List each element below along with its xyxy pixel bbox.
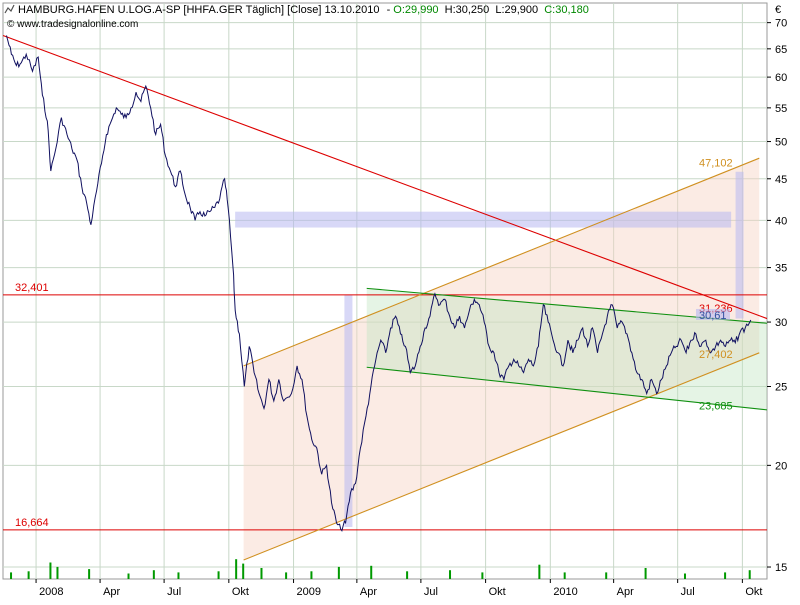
volume-bar (449, 570, 452, 579)
volume-bar (310, 571, 313, 579)
x-tick-label: Apr (103, 586, 120, 598)
volume-bar (605, 572, 608, 579)
price-series (6, 35, 752, 532)
annotation-labels: 32,40116,66447,10231,23630,6127,40223,68… (15, 158, 733, 529)
y-tick-label: 45 (775, 174, 787, 186)
projection-bar (344, 294, 353, 527)
annotation-label: 47,102 (699, 158, 733, 170)
ohlc-low: L:29,900 (495, 4, 538, 16)
volume-bar (152, 570, 155, 579)
volume-bar (337, 566, 340, 579)
volume-bar (235, 559, 238, 579)
ohlc-open: O:29,990 (393, 4, 438, 16)
price-line (6, 35, 752, 532)
volume-bar (370, 565, 373, 579)
x-tick-label: Okt (745, 586, 762, 598)
x-tick-label: Jul (167, 586, 181, 598)
x-tick-label: Apr (617, 586, 634, 598)
target-band (235, 211, 732, 228)
ohlc-high: H:30,250 (445, 4, 490, 16)
volume-bar (285, 572, 288, 579)
volume-bar (481, 572, 484, 579)
volume-bar (724, 572, 727, 579)
channel-upper-line (243, 157, 760, 367)
svg-text:HAMBURG.HAFEN U.LOG.A-SP [HHFA: HAMBURG.HAFEN U.LOG.A-SP [HHFA.GER Tägli… (18, 4, 589, 16)
rising-channel-fill (243, 158, 760, 561)
x-tick-label: Okt (489, 586, 506, 598)
volume-bar (127, 573, 130, 579)
annotation-label: 30,61 (699, 310, 727, 322)
x-axis: 2008 Apr Jul Okt 2009 Apr Jul Okt 2010 Apr Jul Okt (35, 579, 763, 598)
volume-bars (10, 559, 751, 579)
y-tick-label: 25 (775, 381, 787, 393)
annotation-label: 27,402 (699, 349, 733, 361)
volume-bar (242, 563, 245, 579)
chart-title: HAMBURG.HAFEN U.LOG.A-SP [HHFA.GER Tägli… (18, 4, 380, 16)
x-tick-label: Apr (360, 586, 377, 598)
volume-bar (748, 570, 751, 579)
chart-header: HAMBURG.HAFEN U.LOG.A-SP [HHFA.GER Tägli… (4, 4, 781, 30)
volume-bar (538, 564, 541, 579)
x-tick-label: Jul (681, 586, 695, 598)
resistance-line (2, 34, 768, 320)
volume-bar (563, 572, 566, 579)
triangle-lower-line (366, 366, 768, 411)
x-tick-label: 2010 (553, 586, 577, 598)
y-tick-label: 35 (775, 263, 787, 275)
label-highlight (696, 308, 730, 320)
volume-bar (10, 572, 13, 579)
volume-bar (644, 568, 647, 579)
volume-bar (260, 568, 263, 579)
y-axis: 15 20 25 30 35 40 45 50 55 60 65 70 (767, 18, 787, 574)
grid (3, 3, 767, 579)
volume-bar (56, 566, 59, 579)
channel-lower-line (243, 352, 760, 561)
annotation-label: 23,685 (699, 401, 733, 413)
projection-bar (735, 171, 744, 319)
y-tick-label: 30 (775, 317, 787, 329)
y-tick-label: 50 (775, 137, 787, 149)
x-tick-label: Jul (424, 586, 438, 598)
x-tick-label: 2009 (297, 586, 321, 598)
y-tick-label: 15 (775, 562, 787, 574)
volume-bar (49, 562, 52, 579)
volume-bar (88, 569, 91, 579)
horizontal-line-label: 32,401 (15, 282, 49, 294)
currency-symbol: € (775, 4, 781, 16)
y-tick-label: 70 (775, 18, 787, 30)
volume-bar (683, 573, 686, 579)
x-tick-label: 2008 (39, 586, 63, 598)
horizontal-line-label: 16,664 (15, 517, 49, 529)
ohlc-close: C:30,180 (544, 4, 589, 16)
volume-bar (177, 572, 180, 579)
volume-bar (217, 571, 220, 579)
y-tick-label: 65 (775, 44, 787, 56)
volume-bar (27, 571, 30, 579)
line-chart-icon (4, 4, 15, 14)
volume-bar (406, 571, 409, 579)
y-tick-label: 55 (775, 103, 787, 115)
y-tick-label: 20 (775, 460, 787, 472)
x-tick-label: Okt (232, 586, 249, 598)
y-tick-label: 60 (775, 72, 787, 84)
watermark: © www.tradesignalonline.com (7, 19, 138, 30)
y-tick-label: 40 (775, 215, 787, 227)
